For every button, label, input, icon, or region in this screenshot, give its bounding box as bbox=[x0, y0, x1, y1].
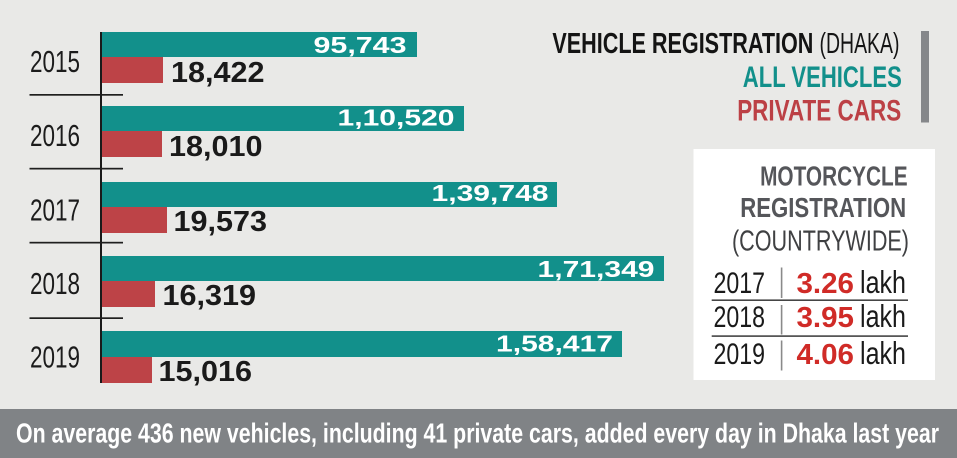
svg-text:ALL VEHICLES: ALL VEHICLES bbox=[743, 61, 902, 94]
svg-text:16,319: 16,319 bbox=[163, 280, 257, 312]
svg-text:95,743: 95,743 bbox=[314, 32, 407, 58]
svg-text:1,10,520: 1,10,520 bbox=[338, 105, 455, 131]
svg-text:(DHAKA): (DHAKA) bbox=[820, 28, 900, 60]
svg-text:PRIVATE CARS: PRIVATE CARS bbox=[737, 94, 901, 127]
svg-text:2017: 2017 bbox=[30, 194, 80, 228]
svg-text:VEHICLE REGISTRATION: VEHICLE REGISTRATION bbox=[552, 28, 813, 60]
svg-text:3.26: 3.26 bbox=[797, 268, 855, 300]
svg-text:1,39,748: 1,39,748 bbox=[432, 180, 549, 206]
svg-text:2016: 2016 bbox=[30, 119, 80, 153]
svg-text:18,422: 18,422 bbox=[171, 57, 265, 89]
svg-text:2015: 2015 bbox=[30, 45, 80, 79]
svg-text:2019: 2019 bbox=[30, 341, 80, 375]
svg-text:lakh: lakh bbox=[860, 264, 906, 300]
svg-text:19,573: 19,573 bbox=[174, 206, 268, 238]
svg-text:lakh: lakh bbox=[860, 298, 906, 334]
svg-text:(COUNTRYWIDE): (COUNTRYWIDE) bbox=[732, 225, 909, 257]
svg-text:4.06: 4.06 bbox=[797, 339, 855, 371]
svg-text:18,010: 18,010 bbox=[169, 131, 263, 163]
svg-text:2018: 2018 bbox=[30, 267, 80, 301]
svg-text:2019: 2019 bbox=[714, 338, 766, 371]
svg-text:On average 436 new vehicles, i: On average 436 new vehicles, including 4… bbox=[16, 418, 939, 449]
svg-text:1,58,417: 1,58,417 bbox=[496, 331, 613, 357]
svg-text:2017: 2017 bbox=[714, 267, 766, 300]
svg-text:2018: 2018 bbox=[714, 301, 766, 334]
svg-text:lakh: lakh bbox=[860, 335, 906, 371]
svg-text:15,016: 15,016 bbox=[159, 356, 253, 388]
svg-text:1,71,349: 1,71,349 bbox=[538, 256, 655, 282]
svg-text:REGISTRATION: REGISTRATION bbox=[740, 192, 906, 223]
svg-text:3.95: 3.95 bbox=[797, 302, 855, 334]
svg-text:MOTORCYCLE: MOTORCYCLE bbox=[760, 161, 908, 192]
